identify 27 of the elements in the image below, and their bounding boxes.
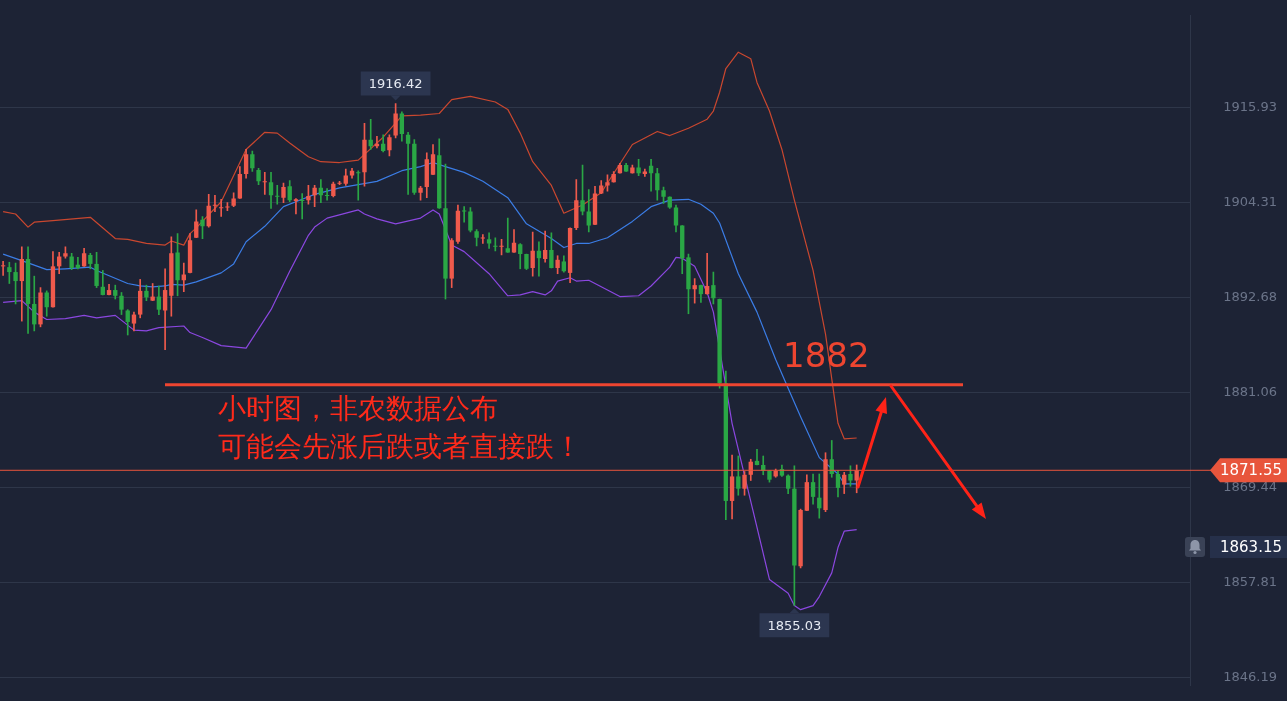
y-tick-label: 1869.44 [1223,478,1277,494]
candlestick [299,193,305,220]
candlestick [324,188,330,201]
y-tick-label: 1857.81 [1223,573,1277,589]
candlestick [162,268,168,351]
candlestick [262,172,267,195]
annotation: 小时图，非农数据公布 [218,392,498,426]
candlestick [0,261,6,276]
y-tick-label: 1892.68 [1223,288,1277,304]
ref-line-label: 1871.55 [1219,461,1283,480]
candlestick [356,170,361,201]
annotation: 1855.03 [767,617,822,633]
y-tick-label: 1881.06 [1223,383,1277,399]
y-tick-label: 1904.31 [1223,193,1277,209]
candlestick [219,198,224,217]
candlestick [293,198,299,215]
text: 1863.15 [1219,537,1283,556]
y-tick-label: 1915.93 [1223,98,1277,114]
candlestick [493,237,498,252]
candlestick [275,185,280,205]
annotation: 1916.42 [368,75,423,91]
candlestick [461,206,467,223]
candlestick [480,234,486,244]
y-tick-label: 1846.19 [1223,668,1277,684]
annotation: 可能会先涨后跌或者直接跌！ [218,430,582,464]
candlestick [405,131,411,195]
candlestick [212,194,218,212]
